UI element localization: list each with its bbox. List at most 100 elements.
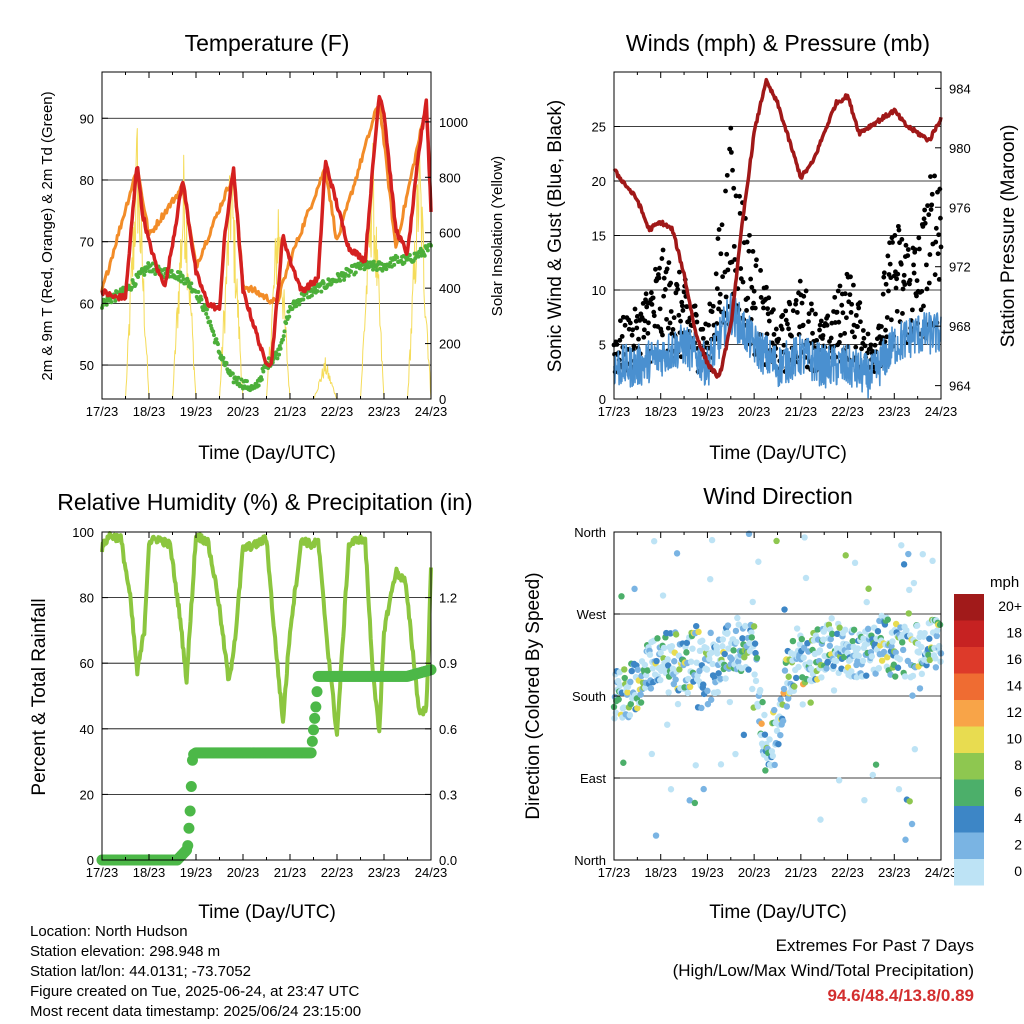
y-tick-label: 60 xyxy=(80,656,94,671)
direction-point xyxy=(911,745,919,753)
winds-axes: 0 5 10 15 20 25 964 968 972 976 980 984 17/23 18/23 19… xyxy=(592,72,971,419)
direction-point xyxy=(752,677,760,685)
direction-point xyxy=(835,777,843,784)
x-tick-label: 24/23 xyxy=(415,865,448,880)
direction-point xyxy=(740,731,748,739)
humidity-title: Relative Humidity (%) & Precipitation (i… xyxy=(57,489,472,515)
direction-point xyxy=(657,676,664,684)
direction-point xyxy=(899,646,907,654)
gust-point xyxy=(629,332,635,338)
gust-point xyxy=(836,319,842,325)
x-tick-label: 21/23 xyxy=(785,865,818,880)
gust-point xyxy=(865,331,871,337)
winds-ylabel-left: Sonic Wind & Gust (Blue, Black) xyxy=(545,100,566,372)
gust-point xyxy=(824,322,830,328)
direction-point xyxy=(668,643,676,650)
gust-point xyxy=(715,236,721,242)
y-tick-label: 70 xyxy=(80,235,94,250)
direction-point xyxy=(762,767,769,774)
gust-point xyxy=(918,307,924,313)
legend-label: 0 xyxy=(1014,863,1022,879)
gust-point xyxy=(933,239,939,245)
gust-point xyxy=(677,269,682,275)
direction-point xyxy=(801,534,808,541)
gust-point xyxy=(644,304,650,310)
gust-point xyxy=(713,271,719,277)
y2-tick-label: 0 xyxy=(439,392,446,407)
gust-point xyxy=(793,301,799,307)
direction-point xyxy=(766,736,773,743)
gust-point xyxy=(634,325,640,331)
dewpoint-point xyxy=(208,319,213,324)
y2-tick-label: 0.9 xyxy=(439,656,457,671)
gust-point xyxy=(883,281,889,287)
temperature-grid xyxy=(102,117,431,366)
legend-label: 2 xyxy=(1014,837,1022,853)
dewpoint-point xyxy=(384,267,389,272)
gust-point xyxy=(707,301,713,307)
gust-point xyxy=(856,305,862,311)
gust-point xyxy=(840,310,846,316)
direction-point xyxy=(830,662,837,670)
direction-point xyxy=(749,685,756,693)
direction-point xyxy=(676,666,683,673)
y-tick-label: North xyxy=(574,525,606,540)
legend-swatch xyxy=(954,832,984,859)
gust-point xyxy=(716,227,722,232)
direction-point xyxy=(761,711,768,719)
direction-point xyxy=(848,668,855,675)
dewpoint-point xyxy=(204,307,209,312)
gust-point xyxy=(914,293,919,299)
direction-point xyxy=(817,816,824,823)
gust-point xyxy=(808,301,814,307)
direction-point xyxy=(903,627,910,634)
gust-point xyxy=(817,327,822,333)
gust-point xyxy=(907,281,912,287)
humidity-xlabel: Time (Day/UTC) xyxy=(198,902,336,923)
gust-point xyxy=(718,251,724,257)
precip-point xyxy=(306,735,318,747)
y-tick-label: 100 xyxy=(72,525,94,540)
winds-ylabel-right: Station Pressure (Maroon) xyxy=(998,125,1019,348)
direction-point xyxy=(715,670,722,677)
y2-tick-label: 964 xyxy=(949,379,971,394)
dewpoint-point xyxy=(277,352,282,357)
station-info: Location: North Hudson Station elevation… xyxy=(30,922,361,1022)
direction-point xyxy=(781,606,788,613)
x-tick-label: 24/23 xyxy=(415,404,448,419)
dewpoint-point xyxy=(202,302,207,307)
gust-point xyxy=(880,291,886,297)
gust-point xyxy=(780,312,786,318)
direction-point xyxy=(686,683,694,691)
direction-point xyxy=(717,761,725,768)
legend-label: 4 xyxy=(1014,810,1022,826)
direction-point xyxy=(686,797,693,804)
gust-point xyxy=(825,313,831,319)
x-tick-label: 23/23 xyxy=(878,404,911,419)
gust-point xyxy=(728,125,734,131)
gust-point xyxy=(837,283,843,289)
y-tick-label: North xyxy=(574,853,606,868)
direction-point xyxy=(824,658,832,665)
gust-point xyxy=(839,302,845,308)
gust-point xyxy=(881,270,887,276)
x-tick-label: 19/23 xyxy=(691,865,724,880)
direction-point xyxy=(628,667,635,675)
precip-point xyxy=(308,724,319,736)
gust-point xyxy=(783,308,789,314)
precip-point xyxy=(185,781,197,793)
dewpoint-point xyxy=(266,356,271,361)
dewpoint-point xyxy=(349,269,354,274)
gust-point xyxy=(665,325,671,331)
gust-point xyxy=(666,260,672,266)
gust-point xyxy=(852,334,857,340)
direction-point xyxy=(664,656,671,663)
legend-swatch xyxy=(954,806,984,833)
y-tick-label: West xyxy=(577,607,607,622)
direction-point xyxy=(895,786,903,793)
gust-point xyxy=(620,314,626,320)
gust-point xyxy=(750,249,756,254)
gust-point xyxy=(733,193,739,199)
direction-point xyxy=(648,750,656,758)
direction-point xyxy=(647,685,655,692)
